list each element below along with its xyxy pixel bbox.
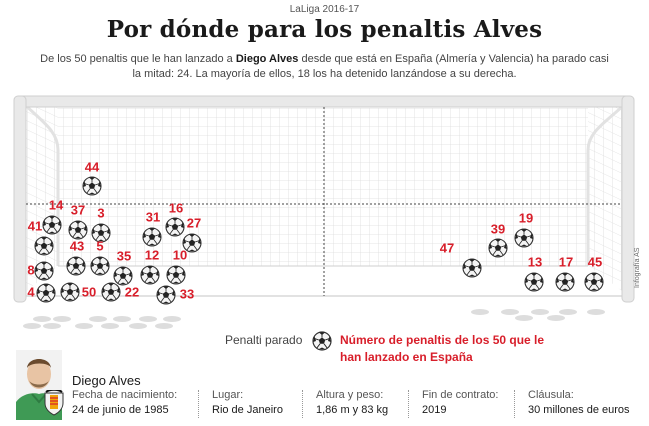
intro-text: De los 50 penaltis que le han lanzado a …: [40, 52, 609, 82]
ball-shadows: [23, 309, 605, 329]
penalty-number-label: 17: [559, 254, 573, 269]
fact-value: 1,86 m y 83 kg: [316, 404, 389, 416]
penalty-number-label: 13: [528, 254, 542, 269]
intro-player-name: Diego Alves: [235, 53, 299, 65]
penalty-number-label: 39: [491, 221, 505, 236]
saved-ball-icon: [555, 272, 575, 292]
fact-value: 30 millones de euros: [528, 404, 630, 416]
saved-ball-icon: [182, 233, 202, 253]
fact-divider: [198, 390, 199, 418]
saved-ball-icon: [156, 285, 176, 305]
penalty-number-label: 35: [117, 248, 131, 263]
penalty-number-label: 8: [27, 262, 34, 277]
saved-ball-icon: [34, 236, 54, 256]
penalty-number-label: 37: [71, 202, 85, 217]
valencia-crest-icon: [44, 390, 64, 416]
saved-ball-icon: [66, 256, 86, 276]
saved-ball-icon: [42, 215, 62, 235]
penalty-number-label: 43: [70, 238, 84, 253]
saved-ball-icon: [140, 265, 160, 285]
saved-ball-icon: [68, 220, 88, 240]
penalty-number-label: 44: [85, 159, 100, 174]
fact-height-weight: Altura y peso: 1,86 m y 83 kg: [316, 388, 388, 418]
saved-ball-icon: [514, 228, 534, 248]
penalty-number-label: 12: [145, 247, 159, 262]
saved-ball-icon: [36, 283, 56, 303]
intro-text-end: desde que está en España (Almería y Vale…: [132, 53, 609, 80]
fact-birthplace: Lugar: Rio de Janeiro: [212, 388, 283, 418]
fact-label: Lugar:: [212, 389, 244, 401]
penalty-number-label: 31: [146, 209, 160, 224]
goal-diagram: 44 14 37 3 41 43 5 8 35 4 50 22 31 16 27 12 10 33 47 39 19 13…: [13, 95, 635, 329]
penalty-number-label: 16: [169, 200, 183, 215]
saved-ball-icon: [82, 176, 102, 196]
fact-label: Cláusula:: [528, 389, 574, 401]
fact-divider: [408, 390, 409, 418]
fact-label: Fecha de nacimiento:: [72, 389, 178, 401]
credit: Infografía AS: [634, 247, 641, 288]
saved-ball-icon: [142, 227, 162, 247]
saved-ball-icon: [101, 282, 121, 302]
penalty-number-label: 4: [27, 284, 35, 299]
saved-ball-icon: [584, 272, 604, 292]
fact-birthdate: Fecha de nacimiento: 24 de junio de 1985: [72, 388, 177, 418]
fact-release-clause: Cláusula: 30 millones de euros: [528, 388, 630, 418]
fact-value: Rio de Janeiro: [212, 404, 283, 416]
penalty-number-label: 27: [187, 215, 201, 230]
penalty-number-label: 14: [49, 197, 64, 212]
legend-number-label: Número de penaltis de los 50 que le han …: [340, 333, 545, 364]
zone-guides: [26, 107, 622, 296]
page-title: Por dónde para los penaltis Alves: [106, 16, 543, 43]
saved-ball-icon: [113, 266, 133, 286]
legend-saved-label: Penalti parado: [225, 333, 303, 347]
saved-penalties: 44 14 37 3 41 43 5 8 35 4 50 22 31 16 27 12 10 33 47 39 19 13…: [27, 159, 604, 305]
section-kicker: LaLiga 2016-17: [289, 4, 360, 15]
penalty-number-label: 3: [97, 205, 104, 220]
penalty-number-label: 22: [125, 284, 139, 299]
saved-ball-icon: [60, 282, 80, 302]
penalty-number-label: 5: [96, 238, 103, 253]
saved-ball-icon: [488, 238, 508, 258]
saved-ball-icon: [462, 258, 482, 278]
penalty-number-label: 19: [519, 210, 533, 225]
saved-ball-icon: [34, 261, 54, 281]
saved-ball-icon: [90, 256, 110, 276]
penalty-number-label: 10: [173, 247, 187, 262]
penalty-number-label: 41: [28, 218, 42, 233]
penalty-number-label: 47: [440, 240, 454, 255]
fact-label: Fin de contrato:: [422, 389, 499, 401]
fact-divider: [302, 390, 303, 418]
fact-contract-end: Fin de contrato: 2019: [422, 388, 498, 418]
intro-text-start: De los 50 penaltis que le han lanzado a: [40, 53, 236, 65]
fact-divider: [514, 390, 515, 418]
saved-ball-icon: [166, 265, 186, 285]
penalty-number-label: 33: [180, 286, 194, 301]
penalty-number-label: 45: [588, 254, 602, 269]
saved-ball-icon: [91, 223, 111, 243]
fact-value: 24 de junio de 1985: [72, 404, 169, 416]
player-name: Diego Alves: [72, 373, 141, 388]
fact-value: 2019: [422, 404, 447, 416]
saved-ball-icon: [524, 272, 544, 292]
penalty-number-label: 50: [82, 284, 96, 299]
saved-ball-icon: [165, 217, 185, 237]
soccer-ball-icon: [312, 331, 332, 351]
fact-label: Altura y peso:: [316, 389, 384, 401]
